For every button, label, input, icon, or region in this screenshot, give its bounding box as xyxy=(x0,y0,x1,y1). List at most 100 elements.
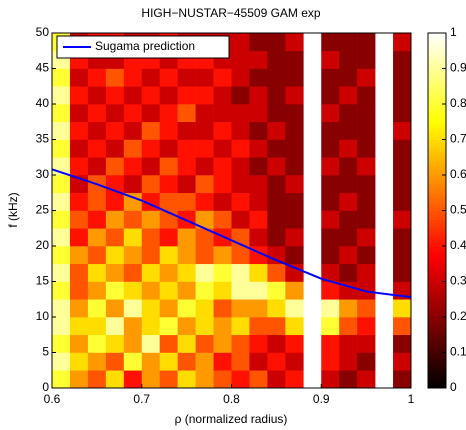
y-tick-label: 15 xyxy=(36,274,50,288)
y-tick-label: 35 xyxy=(36,132,50,146)
heatmap-cell xyxy=(87,352,107,371)
heatmap-cell xyxy=(339,139,358,158)
heatmap-cell xyxy=(339,121,358,140)
colorbar-slice xyxy=(428,331,446,336)
heatmap-cell xyxy=(393,121,412,140)
heatmap-cell xyxy=(285,334,304,353)
heatmap-cell xyxy=(69,370,89,389)
heatmap-cell xyxy=(52,263,71,282)
heatmap-cell xyxy=(69,157,89,176)
heatmap-cell xyxy=(393,68,412,87)
heatmap-cell xyxy=(393,299,412,318)
colorbar-slice xyxy=(428,192,446,197)
heatmap-cell xyxy=(249,192,268,211)
heatmap-cell xyxy=(87,157,107,176)
heatmap-cell xyxy=(339,192,358,211)
heatmap-cell xyxy=(141,352,160,371)
x-tick-label: 1 xyxy=(408,392,415,406)
series-line xyxy=(51,168,412,299)
heatmap-cell xyxy=(69,68,89,87)
colorbar-slice xyxy=(428,257,446,262)
heatmap-cell xyxy=(357,50,376,69)
heatmap-cell xyxy=(195,317,214,336)
colorbar-slice xyxy=(428,198,446,203)
heatmap-cell xyxy=(321,192,340,211)
colorbar-slice xyxy=(428,308,446,312)
heatmap-cell xyxy=(69,228,89,247)
heatmap-cell xyxy=(357,139,376,158)
colorbar-slice xyxy=(428,50,446,55)
colorbar-slice xyxy=(428,130,446,135)
heatmap-cell xyxy=(69,352,89,371)
heatmap-cell xyxy=(267,175,286,194)
heatmap-cell xyxy=(267,68,286,87)
heatmap-cell xyxy=(285,192,304,211)
colorbar-slice xyxy=(428,53,446,58)
heatmap-cell xyxy=(213,68,232,87)
heatmap-cell xyxy=(285,68,304,87)
heatmap-cell xyxy=(87,139,107,158)
heatmap-cell xyxy=(249,68,268,87)
heatmap-cell xyxy=(267,317,286,336)
colorbar-slice xyxy=(428,367,446,371)
heatmap-cell xyxy=(87,121,107,140)
heatmap-cell xyxy=(195,299,214,318)
heatmap-cell xyxy=(177,157,196,176)
heatmap-cell xyxy=(213,317,232,336)
heatmap-cell xyxy=(177,228,196,247)
colorbar-slice xyxy=(428,195,446,200)
x-axis-label: ρ (normalized radius) xyxy=(175,412,288,426)
heatmap-cell xyxy=(267,139,286,158)
colorbar-slice xyxy=(428,121,446,126)
heatmap-cell xyxy=(321,352,340,371)
colorbar-slice xyxy=(428,95,446,99)
heatmap-cell xyxy=(159,175,178,194)
heatmap-cell xyxy=(285,299,304,318)
colorbar-slice xyxy=(428,358,446,362)
heatmap-cell xyxy=(249,50,268,69)
colorbar-slice xyxy=(428,278,446,282)
heatmap-cell xyxy=(177,352,196,371)
y-tick-label: 10 xyxy=(36,309,50,323)
colorbar-slice xyxy=(428,204,446,209)
heatmap-cell xyxy=(339,370,358,389)
heatmap-cell xyxy=(357,121,376,140)
colorbar-slice xyxy=(428,56,446,61)
heatmap-cell xyxy=(141,299,160,318)
heatmap-cell xyxy=(393,157,412,176)
colorbar-tick-label: 0.2 xyxy=(450,309,466,323)
heatmap-cell xyxy=(123,192,143,211)
heatmap-cell xyxy=(87,86,107,105)
heatmap-cell xyxy=(249,352,268,371)
heatmap-cell xyxy=(285,175,304,194)
colorbar-slice xyxy=(428,83,446,87)
heatmap-cell xyxy=(285,352,304,371)
colorbar-tick-label: 0.1 xyxy=(450,345,466,359)
heatmap-cell xyxy=(357,299,376,318)
heatmap-cell xyxy=(249,334,268,353)
colorbar-slice xyxy=(428,254,446,259)
colorbar-tick-label: 1 xyxy=(450,25,457,39)
colorbar-slice xyxy=(428,272,446,277)
colorbar-slice xyxy=(428,166,446,170)
heatmap-cell xyxy=(357,228,376,247)
colorbar-slice xyxy=(428,343,446,348)
heatmap-cell xyxy=(87,228,107,247)
colorbar-slice xyxy=(428,364,446,368)
heatmap-cell xyxy=(321,246,340,265)
heatmap-cell xyxy=(195,210,214,229)
heatmap-cell xyxy=(285,246,304,265)
heatmap-cell xyxy=(231,157,250,176)
y-tick-label: 25 xyxy=(36,203,50,217)
colorbar-slice xyxy=(428,299,446,303)
heatmap-cell xyxy=(393,86,412,105)
colorbar-slice xyxy=(428,177,446,182)
colorbar-slice xyxy=(428,38,446,43)
heatmap-cell xyxy=(213,192,232,211)
heatmap-cell xyxy=(231,139,250,158)
heatmap-cell xyxy=(52,104,71,123)
heatmap-cell xyxy=(213,281,232,300)
heatmap-cell xyxy=(195,175,214,194)
colorbar-slice xyxy=(428,376,446,380)
colorbar-slice xyxy=(428,77,446,81)
